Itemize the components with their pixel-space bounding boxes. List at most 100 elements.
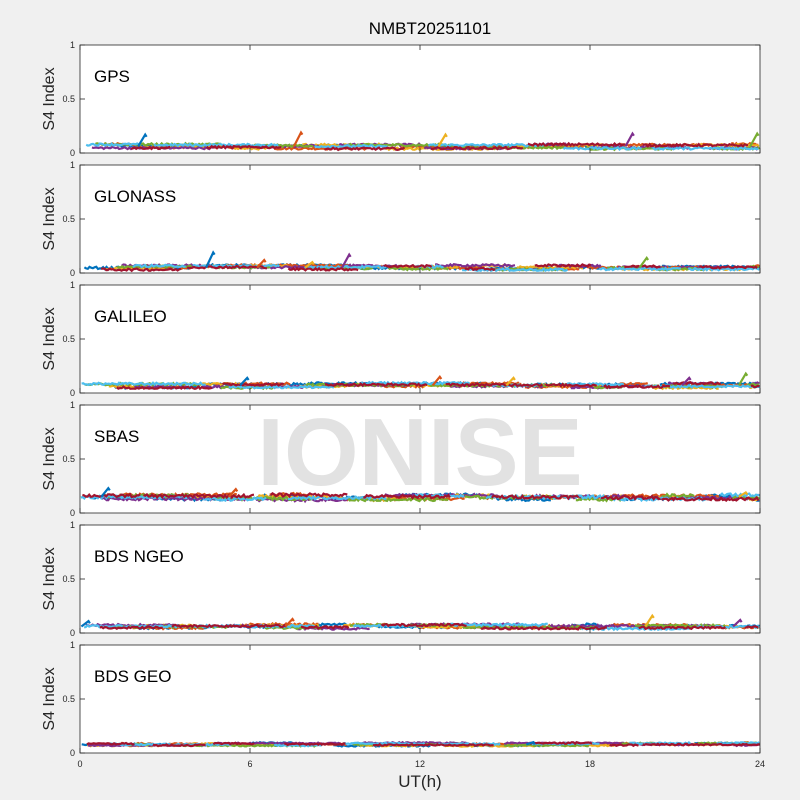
panels-group: 0 0.5 1 S4 Index GPS 0 0.5 1 S4 Index GLONASS 0 0.5… xyxy=(41,40,765,769)
series-line xyxy=(325,382,428,388)
series-line xyxy=(81,381,206,387)
plot-area xyxy=(80,45,760,153)
series-group xyxy=(81,740,760,748)
y-axis-label: S4 Index xyxy=(41,547,58,610)
data-point xyxy=(80,619,91,628)
series-line xyxy=(130,145,171,151)
y-tick-label: 0.5 xyxy=(62,694,75,704)
series-line xyxy=(212,741,255,746)
x-tick-label: 12 xyxy=(415,759,425,769)
y-axis-label: S4 Index xyxy=(41,667,58,730)
y-tick-label: 0 xyxy=(70,148,75,158)
y-tick-label: 0 xyxy=(70,628,75,638)
series-line xyxy=(750,384,760,389)
series-line xyxy=(603,384,671,390)
x-tick-label: 0 xyxy=(77,759,82,769)
panel-label: BDS GEO xyxy=(94,667,171,686)
data-point xyxy=(644,613,655,628)
data-point xyxy=(732,618,743,628)
watermark: IONISE xyxy=(257,399,582,506)
series-line xyxy=(171,623,287,629)
data-point xyxy=(681,376,692,387)
panel-label: SBAS xyxy=(94,427,139,446)
plot-area xyxy=(80,285,760,393)
series-group xyxy=(80,486,760,504)
series-line xyxy=(431,145,524,151)
series-group xyxy=(85,130,760,152)
panel-label: GLONASS xyxy=(94,187,176,206)
y-tick-label: 1 xyxy=(70,640,75,650)
series-line xyxy=(672,381,721,386)
plot-area xyxy=(80,165,760,273)
series-line xyxy=(314,144,389,149)
data-point xyxy=(624,131,635,148)
series-line xyxy=(491,493,580,501)
data-point xyxy=(749,131,760,148)
y-tick-label: 0 xyxy=(70,508,75,518)
panel-bds-geo: 0 6 12 18 24 0 0.5 1 S4 Index BDS GEO xyxy=(41,640,765,769)
series-line xyxy=(746,382,760,387)
y-tick-label: 0.5 xyxy=(62,334,75,344)
series-line xyxy=(624,264,661,269)
y-axis-label: S4 Index xyxy=(41,427,58,490)
series-group xyxy=(80,613,760,632)
series-line xyxy=(600,494,661,501)
series-line xyxy=(116,384,213,391)
series-line xyxy=(661,492,695,499)
series-line xyxy=(132,263,187,269)
series-line xyxy=(380,622,467,628)
series-line xyxy=(284,742,346,747)
series-line xyxy=(638,625,726,631)
data-point xyxy=(505,376,516,387)
data-point xyxy=(525,740,536,746)
series-line xyxy=(642,142,749,148)
data-point xyxy=(227,487,239,498)
panel-label: GALILEO xyxy=(94,307,167,326)
series-line xyxy=(228,384,335,390)
series-line xyxy=(634,623,726,629)
y-tick-label: 0.5 xyxy=(62,454,75,464)
series-line xyxy=(82,492,141,499)
data-point xyxy=(284,617,295,628)
x-axis-label: UT(h) xyxy=(398,772,441,791)
y-tick-label: 1 xyxy=(70,400,75,410)
series-line xyxy=(503,743,589,748)
series-line xyxy=(143,492,255,500)
data-point xyxy=(341,252,352,269)
series-line xyxy=(609,743,639,748)
series-group xyxy=(83,250,760,273)
series-line xyxy=(287,266,359,272)
data-point xyxy=(137,132,148,148)
series-line xyxy=(86,741,135,746)
series-line xyxy=(85,141,142,147)
y-axis-label: S4 Index xyxy=(41,67,58,130)
series-line xyxy=(687,266,760,272)
series-line xyxy=(152,743,206,748)
series-line xyxy=(363,493,451,500)
y-tick-label: 1 xyxy=(70,160,75,170)
data-point xyxy=(100,486,111,498)
series-line xyxy=(481,625,607,631)
data-point xyxy=(431,374,443,387)
series-line xyxy=(716,741,760,745)
series-line xyxy=(609,493,720,500)
series-line xyxy=(316,622,347,628)
series-line xyxy=(270,491,348,499)
series-line xyxy=(661,496,760,503)
x-tick-label: 24 xyxy=(755,759,765,769)
data-point xyxy=(256,258,267,269)
series-line xyxy=(202,496,267,503)
series-line xyxy=(642,742,760,747)
data-point xyxy=(437,132,448,148)
panel-label: GPS xyxy=(94,67,130,86)
series-line xyxy=(372,742,494,747)
series-group xyxy=(81,371,760,391)
series-line xyxy=(435,262,516,268)
y-axis-label: S4 Index xyxy=(41,187,58,250)
plot-area xyxy=(80,645,760,753)
series-line xyxy=(99,625,163,631)
panel-bds-ngeo: 0 0.5 1 S4 Index BDS NGEO xyxy=(41,520,761,638)
y-tick-label: 0.5 xyxy=(62,574,75,584)
y-axis-label: S4 Index xyxy=(41,307,58,370)
data-point xyxy=(737,371,749,386)
